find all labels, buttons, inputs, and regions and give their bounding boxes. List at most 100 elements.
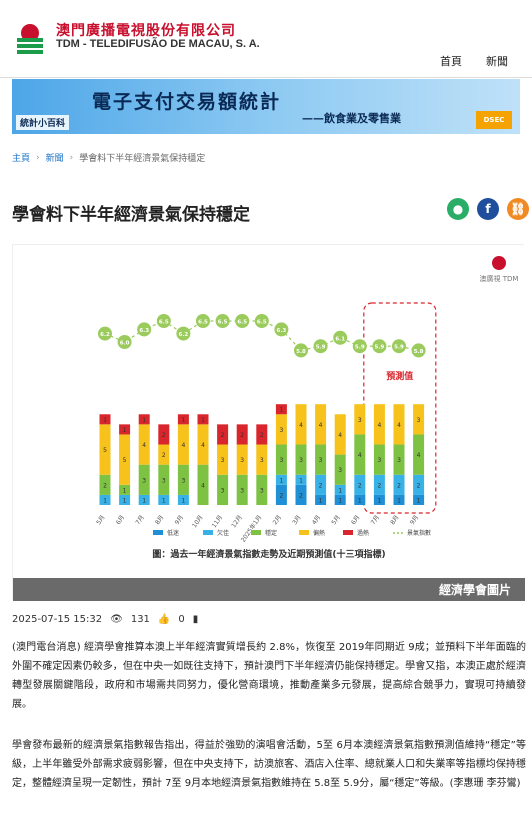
- index-point: [196, 314, 210, 328]
- bar-value-label: 2: [319, 482, 323, 489]
- stacked-bar-segment: [275, 484, 287, 505]
- thumbs-up-icon[interactable]: 👍: [157, 614, 171, 625]
- banner-subtitle: ——飲食業及零售業: [302, 112, 401, 125]
- wechat-share-icon[interactable]: ●: [447, 198, 469, 220]
- stacked-bar-segment: [413, 404, 425, 435]
- bar-value-label: 1: [123, 427, 127, 434]
- index-label: 6.1: [335, 336, 345, 342]
- stacked-bar-segment: [158, 494, 170, 505]
- stacked-bar-segment: [217, 444, 229, 475]
- stacked-bar-segment: [373, 494, 385, 505]
- breadcrumb-current: 學會料下半年經濟景氣保持穩定: [79, 154, 206, 164]
- bar-value-label: 2: [162, 432, 166, 439]
- stacked-bar-segment: [256, 424, 268, 445]
- index-point: [235, 314, 250, 328]
- bar-value-label: 2: [162, 452, 166, 459]
- bar-value-label: 2: [417, 482, 421, 489]
- watermark-text: 澳廣視 TDM: [480, 274, 519, 283]
- stacked-bar-segment: [99, 414, 111, 425]
- x-tick-label: 11月: [211, 514, 225, 529]
- stacked-bar-segment: [177, 424, 189, 465]
- legend-swatch: [299, 530, 309, 535]
- legend-swatch: [251, 530, 261, 535]
- bar-value-label: 3: [279, 427, 283, 434]
- bar-value-label: 1: [142, 497, 146, 504]
- stacked-bar-segment: [354, 434, 366, 475]
- index-point: [117, 335, 132, 349]
- bookmark-icon[interactable]: ▮: [192, 614, 199, 625]
- breadcrumb-news[interactable]: 新聞: [45, 154, 64, 164]
- bar-value-label: 5: [123, 457, 127, 464]
- stacked-bar-segment: [119, 424, 131, 435]
- bar-value-label: 3: [279, 457, 283, 464]
- copy-link-icon[interactable]: ⛓: [507, 198, 529, 220]
- legend-swatch: [153, 530, 163, 535]
- logo-english-name: TDM - TELEDIFUSÃO DE MACAU, S. A.: [56, 38, 260, 50]
- index-label: 6.2: [100, 332, 110, 338]
- breadcrumb-home[interactable]: 主頁: [12, 154, 31, 164]
- view-count: 131: [130, 614, 150, 625]
- stacked-bar-segment: [393, 494, 405, 505]
- nav-home[interactable]: 首頁: [440, 55, 462, 68]
- stacked-bar-segment: [334, 454, 346, 485]
- stacked-bar-segment: [119, 484, 131, 495]
- x-tick-label: 4月: [311, 514, 322, 526]
- promo-banner[interactable]: 統計小百科 電子支付交易額統計 ——飲食業及零售業 DSEC: [12, 79, 520, 134]
- index-point: [156, 314, 171, 328]
- stacked-bar-segment: [138, 464, 150, 495]
- facebook-share-icon[interactable]: f: [477, 198, 499, 220]
- bar-value-label: 4: [201, 482, 205, 489]
- bar-value-label: 4: [181, 442, 185, 449]
- stacked-bar-segment: [373, 474, 385, 495]
- index-label: 6.0: [120, 341, 130, 347]
- bar-value-label: 4: [377, 422, 381, 429]
- x-tick-label: 9月: [174, 514, 185, 526]
- x-tick-label: 7月: [370, 514, 381, 526]
- breadcrumb: 主頁 › 新聞 › 學會料下半年經濟景氣保持穩定: [12, 151, 206, 165]
- bar-value-label: 3: [319, 457, 323, 464]
- bar-value-label: 2: [103, 482, 107, 489]
- stacked-bar-segment: [354, 404, 366, 435]
- tdm-logo-icon[interactable]: [12, 20, 48, 56]
- stacked-bar-segment: [177, 464, 189, 495]
- logo-chinese-name: 澳門廣播電視股份有限公司: [56, 23, 236, 39]
- stacked-bar-segment: [256, 474, 268, 505]
- legend-swatch: [203, 530, 213, 535]
- stacked-bar-segment: [177, 414, 189, 425]
- bar-value-label: 4: [299, 422, 303, 429]
- legend-label: 低迷: [167, 529, 179, 537]
- stacked-bar-segment: [275, 474, 287, 485]
- x-tick-label: 5月: [95, 514, 106, 526]
- bar-value-label: 3: [377, 457, 381, 464]
- stacked-bar-segment: [99, 474, 111, 495]
- bar-value-label: 1: [338, 497, 342, 504]
- nav-news[interactable]: 新聞: [486, 55, 508, 68]
- index-point: [294, 343, 308, 358]
- bar-value-label: 3: [221, 487, 225, 494]
- index-point: [137, 322, 152, 337]
- x-tick-label: 2月: [272, 514, 283, 526]
- like-count: 0: [178, 614, 185, 625]
- index-label: 6.3: [277, 328, 287, 334]
- legend-label: 偏熱: [313, 529, 325, 537]
- index-label: 6.5: [218, 320, 228, 326]
- stacked-bar-segment: [236, 474, 248, 505]
- index-label: 6.2: [179, 332, 189, 338]
- bar-value-label: 2: [260, 432, 264, 439]
- index-point: [333, 330, 348, 345]
- chevron-right-icon: ›: [36, 152, 40, 163]
- index-label: 6.5: [198, 320, 208, 326]
- stacked-bar-segment: [315, 404, 327, 445]
- x-tick-label: 8月: [389, 514, 400, 526]
- legend-label: 過熱: [357, 529, 369, 537]
- bar-value-label: 1: [103, 417, 107, 424]
- bar-value-label: 4: [319, 422, 323, 429]
- index-label: 6.3: [139, 328, 149, 334]
- main-nav: 首頁 新聞: [440, 52, 532, 72]
- index-label: 6.5: [159, 320, 169, 326]
- x-tick-label: 9月: [409, 514, 420, 526]
- bar-value-label: 3: [181, 477, 185, 484]
- index-point: [98, 326, 112, 341]
- bar-value-label: 1: [358, 497, 362, 504]
- publish-date: 2025-07-15 15:32: [12, 614, 103, 625]
